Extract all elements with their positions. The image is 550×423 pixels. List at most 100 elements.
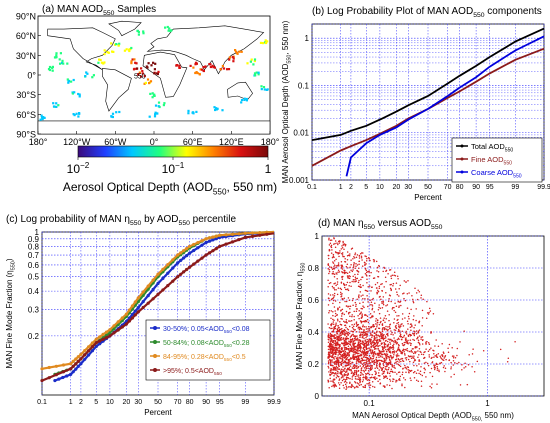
continent-outline xyxy=(227,81,253,101)
scatter-point xyxy=(403,341,406,344)
scatter-point xyxy=(464,366,467,368)
scatter-point xyxy=(391,308,394,310)
scatter-point xyxy=(352,358,355,361)
series-point xyxy=(141,300,145,304)
scatter-point xyxy=(377,290,380,293)
scatter-point xyxy=(378,304,380,306)
aod-sample xyxy=(260,85,263,88)
scatter-point xyxy=(399,330,401,332)
scatter-point xyxy=(351,326,354,329)
scatter-point xyxy=(359,345,362,347)
scatter-point xyxy=(380,367,382,369)
scatter-point xyxy=(393,364,395,367)
scatter-point xyxy=(399,326,401,329)
scatter-point xyxy=(366,278,368,280)
scatter-point xyxy=(357,342,360,345)
series-point xyxy=(69,367,73,371)
scatter-point xyxy=(454,362,456,364)
scatter-point xyxy=(393,337,395,339)
scatter-point xyxy=(357,383,360,385)
scatter-point xyxy=(413,376,416,379)
aod-sample xyxy=(265,41,268,45)
scatter-point xyxy=(381,301,383,303)
series-point xyxy=(224,242,228,246)
aod-sample xyxy=(107,51,110,54)
legend-entry: 30-50%; 0.05<AOD550<0.08 xyxy=(163,326,250,335)
scatter-point xyxy=(385,269,388,272)
scatter-point xyxy=(371,365,373,367)
scatter-point xyxy=(420,353,423,355)
scatter-point xyxy=(365,378,367,381)
scatter-point xyxy=(382,360,384,363)
scatter-point xyxy=(344,379,347,381)
scatter-point xyxy=(376,377,378,379)
scatter-point xyxy=(333,276,336,278)
scatter-point xyxy=(366,290,369,293)
scatter-point xyxy=(357,378,360,381)
scatter-point xyxy=(416,298,419,301)
scatter-point xyxy=(357,374,360,376)
scatter-point xyxy=(343,378,345,381)
scatter-point xyxy=(441,343,443,345)
scatter-point xyxy=(432,349,434,352)
scatter-point xyxy=(389,378,391,381)
scatter-point xyxy=(420,365,422,368)
aod-sample xyxy=(59,52,62,55)
scatter-point xyxy=(371,325,373,328)
scatter-point xyxy=(364,386,367,389)
scatter-point xyxy=(331,351,334,354)
aod-sample xyxy=(67,80,70,83)
scatter-point xyxy=(329,340,332,342)
scatter-point xyxy=(356,335,358,337)
scatter-point xyxy=(341,252,343,255)
scatter-point xyxy=(400,360,402,363)
scatter-point xyxy=(348,285,350,287)
scatter-point xyxy=(345,348,348,351)
scatter-point xyxy=(333,368,335,371)
scatter-point xyxy=(471,353,474,355)
aod-sample xyxy=(153,72,156,75)
scatter-point xyxy=(341,268,344,270)
scatter-point xyxy=(370,376,373,379)
scatter-point xyxy=(353,346,356,348)
scatter-point xyxy=(398,305,400,307)
y-axis-label: MAN Aerosol Optical Depth (AOD550, 550 n… xyxy=(281,20,292,183)
scatter-point xyxy=(329,294,332,296)
scatter-point xyxy=(362,294,364,296)
x-tick-label: 20 xyxy=(393,184,401,191)
scatter-point xyxy=(330,244,333,247)
scatter-point xyxy=(366,382,368,385)
aod-sample xyxy=(128,48,131,51)
scatter-point xyxy=(385,361,387,364)
scatter-point xyxy=(398,287,400,290)
scatter-point xyxy=(334,315,337,317)
scatter-point xyxy=(355,303,357,306)
scatter-point xyxy=(440,357,442,359)
scatter-point xyxy=(339,291,342,294)
scatter-point xyxy=(337,336,339,339)
scatter-point xyxy=(396,353,399,355)
scatter-point xyxy=(340,328,342,331)
aod-sample xyxy=(136,29,139,33)
scatter-point xyxy=(391,274,394,277)
scatter-point xyxy=(369,332,372,335)
y-tick-label: 1 xyxy=(35,228,40,237)
aod-sample xyxy=(162,104,165,107)
scatter-point xyxy=(371,360,374,363)
x-axis-label: Percent xyxy=(144,408,172,417)
scatter-point xyxy=(433,356,435,358)
scatter-point xyxy=(407,328,409,330)
scatter-point xyxy=(355,322,358,325)
scatter-point xyxy=(356,382,359,384)
scatter-point xyxy=(389,327,391,330)
aod-sample xyxy=(148,115,151,118)
scatter-point xyxy=(384,276,387,279)
scatter-point xyxy=(341,264,343,267)
scatter-point xyxy=(406,293,409,295)
scatter-point xyxy=(354,381,356,383)
scatter-point xyxy=(371,350,374,353)
continent-outline xyxy=(108,20,142,37)
scatter-point xyxy=(387,326,389,328)
scatter-point xyxy=(362,364,365,367)
scatter-point xyxy=(391,357,393,360)
